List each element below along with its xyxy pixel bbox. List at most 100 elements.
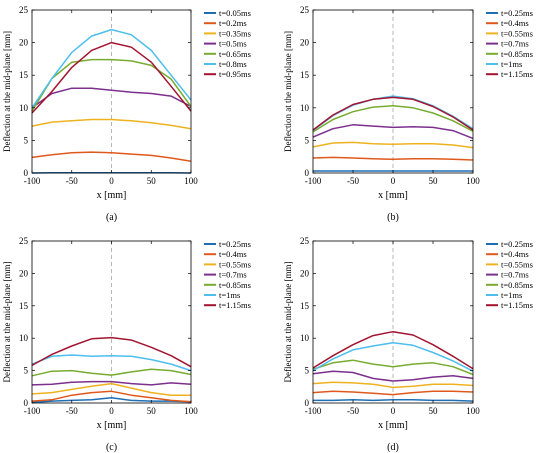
y-tick-label: 10 [300, 103, 310, 113]
x-tick-label: -100 [24, 406, 41, 416]
series-line-4 [312, 370, 474, 382]
series-line-7 [31, 336, 192, 368]
series-line-4 [31, 87, 192, 109]
x-axis-label: x [mm] [378, 190, 408, 201]
legend-entry: t=0.85ms [219, 280, 251, 290]
legend: t=0.05mst=0.2mst=0.35mst=0.5mst=0.65mst=… [204, 8, 251, 79]
legend-entry: t=0.7ms [501, 270, 529, 280]
series-line-7 [312, 96, 474, 131]
series-line-5 [312, 359, 474, 376]
x-tick-label: 100 [184, 406, 198, 416]
legend: t=0.25mst=0.4mst=0.55mst=0.7mst=0.85mst=… [204, 239, 251, 310]
legend-entry: t=0.25ms [501, 239, 533, 249]
x-tick-label: -50 [66, 176, 78, 186]
y-tick-label: 20 [19, 268, 29, 278]
y-tick-label: 15 [19, 70, 29, 80]
x-tick-label: 50 [147, 176, 157, 186]
series-line-3 [312, 141, 474, 149]
series-line-7 [312, 330, 474, 370]
y-tick-label: 20 [300, 268, 310, 278]
legend-entry: t=0.25ms [501, 8, 533, 18]
legend: t=0.25mst=0.4mst=0.55mst=0.7mst=0.85mst=… [486, 8, 533, 79]
legend-entry: t=0.2ms [219, 18, 247, 28]
y-tick-label: 0 [24, 168, 29, 178]
legend-entry: t=0.55ms [219, 259, 251, 269]
x-tick-label: -50 [66, 406, 78, 416]
y-tick-label: 25 [300, 236, 310, 246]
legend-entry: t=1.15ms [501, 300, 533, 310]
series-line-2 [312, 156, 474, 161]
y-tick-label: 0 [305, 168, 310, 178]
series-line-2 [31, 151, 192, 163]
legend-entry: t=0.4ms [219, 249, 247, 259]
legend-entry: t=0.7ms [219, 270, 247, 280]
series-line-3 [31, 382, 191, 396]
y-tick-label: 20 [300, 38, 310, 48]
legend-entry: t=1.15ms [219, 300, 251, 310]
legend-entry: t=0.35ms [219, 28, 251, 38]
x-tick-label: 50 [429, 176, 439, 186]
chart-panel-3: -100 -50 0 50 100 0 5 10 15 20 25 x [mm] Deflection … [2, 236, 251, 453]
legend-entry: t=1ms [501, 59, 522, 69]
y-tick-label: 25 [19, 5, 29, 15]
panel-caption: (b) [387, 212, 399, 223]
series-line-2 [31, 390, 192, 403]
series-line-1 [31, 397, 192, 404]
y-tick-label: 10 [300, 333, 310, 343]
legend-entry: t=0.7ms [501, 39, 529, 49]
legend-entry: t=0.85ms [501, 49, 533, 59]
legend-entry: t=1ms [219, 290, 240, 300]
chart-panel-1: -100 -50 0 50 100 0 5 10 15 20 25 x [mm] Deflection … [2, 5, 251, 223]
legend-entry: t=0.55ms [501, 28, 533, 38]
x-tick-label: 0 [391, 406, 396, 416]
x-tick-label: 100 [466, 176, 480, 186]
x-tick-label: -50 [347, 406, 359, 416]
series-line-3 [312, 381, 474, 389]
y-axis-label: Deflection at the mid-plane [mm] [2, 262, 12, 383]
series-line-6 [312, 341, 474, 372]
x-tick-label: 50 [147, 406, 157, 416]
x-tick-label: -100 [305, 406, 322, 416]
series-line-5 [312, 105, 474, 133]
x-tick-label: -100 [24, 176, 41, 186]
legend-entry: t=1ms [501, 290, 522, 300]
chart-panel-2: -100 -50 0 50 100 0 5 10 15 20 25 x [mm] Deflection … [283, 5, 533, 223]
legend-entry: t=0.85ms [501, 280, 533, 290]
series-line-7 [31, 41, 192, 114]
y-tick-label: 15 [19, 301, 29, 311]
y-tick-label: 5 [24, 135, 29, 145]
series-line-3 [31, 118, 192, 130]
x-tick-label: -100 [305, 176, 322, 186]
x-tick-label: -50 [347, 176, 359, 186]
legend-entry: t=0.25ms [219, 239, 251, 249]
legend-entry: t=1.15ms [501, 69, 533, 79]
legend-entry: t=0.5ms [219, 39, 247, 49]
y-tick-label: 10 [19, 103, 29, 113]
y-tick-label: 0 [305, 398, 310, 408]
legend: t=0.25mst=0.4mst=0.55mst=0.7mst=0.85mst=… [486, 239, 533, 310]
series-line-6 [31, 28, 192, 109]
legend-entry: t=0.05ms [219, 8, 251, 18]
x-axis-label: x [mm] [97, 190, 127, 201]
series-line-4 [312, 124, 474, 140]
x-tick-label: 50 [429, 406, 439, 416]
legend-entry: t=0.55ms [501, 259, 533, 269]
x-tick-label: 0 [109, 176, 114, 186]
x-tick-label: 100 [466, 406, 480, 416]
y-axis-label: Deflection at the mid-plane [mm] [2, 31, 12, 152]
series-line-6 [31, 354, 192, 372]
y-tick-label: 15 [300, 70, 310, 80]
x-axis-label: x [mm] [97, 420, 127, 431]
y-tick-label: 5 [305, 366, 310, 376]
series-line-4 [31, 380, 192, 386]
x-tick-label: 0 [391, 176, 396, 186]
y-tick-label: 25 [19, 236, 29, 246]
panel-caption: (c) [106, 442, 117, 453]
panel-caption: (d) [387, 442, 399, 453]
x-tick-label: 100 [184, 176, 198, 186]
series-line-2 [312, 390, 474, 396]
panel-caption: (a) [106, 212, 117, 223]
y-axis-label: Deflection at the mid-plane [mm] [283, 31, 293, 152]
legend-entry: t=0.95ms [219, 69, 251, 79]
